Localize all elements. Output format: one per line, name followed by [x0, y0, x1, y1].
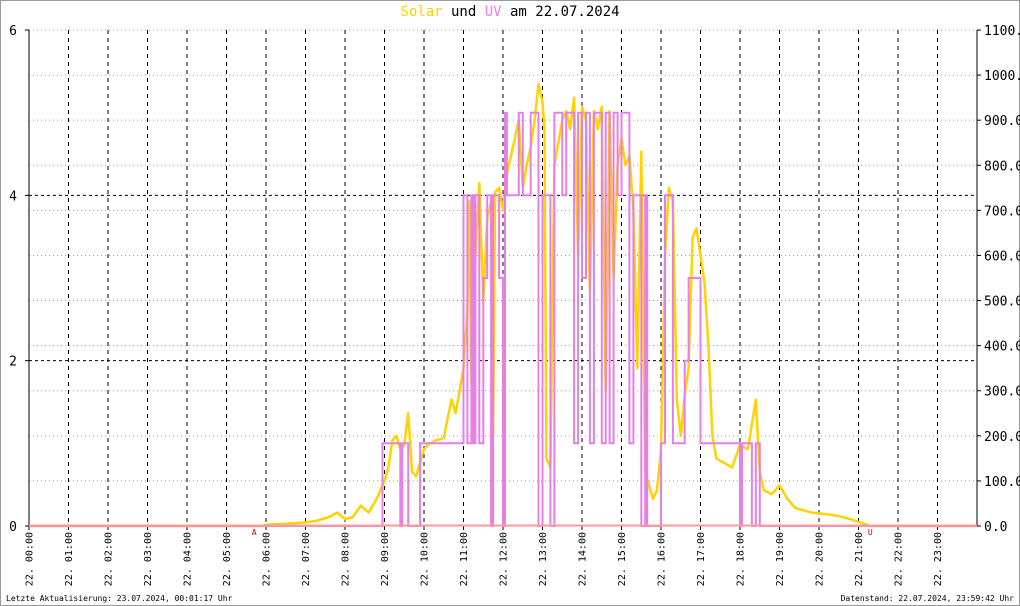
x-tick-label-17: 22. 17:00	[696, 532, 707, 586]
y-right-tick-label-4: 400.0	[984, 340, 1020, 355]
y-right-tick-label-1: 100.0	[984, 475, 1020, 490]
marker-U: U	[868, 528, 873, 537]
y-left-tick-label-2: 4	[9, 189, 17, 204]
x-tick-label-2: 22. 02:00	[104, 532, 115, 586]
y-left-tick-label-1: 2	[9, 355, 17, 370]
x-tick-label-22: 22. 22:00	[894, 532, 905, 586]
x-tick-label-3: 22. 03:00	[143, 532, 154, 586]
x-tick-label-4: 22. 04:00	[183, 532, 194, 586]
footer-data-status: Datenstand: 22.07.2024, 23:59:42 Uhr	[840, 594, 1014, 603]
title-uv: UV	[484, 4, 502, 20]
y-right-tick-label-3: 300.0	[984, 385, 1020, 400]
y-left-tick-label-3: 6	[9, 24, 17, 39]
x-tick-label-9: 22. 09:00	[380, 532, 391, 586]
x-tick-label-13: 22. 13:00	[538, 532, 549, 586]
x-tick-label-0: 22. 00:00	[25, 532, 36, 586]
x-tick-label-20: 22. 20:00	[815, 532, 826, 586]
chart-title: Solar und UV am 22.07.2024	[0, 4, 1020, 20]
y-right-tick-label-8: 800.0	[984, 159, 1020, 174]
y-right-tick-label-0: 0.0	[984, 520, 1007, 535]
title-date: am 22.07.2024	[501, 4, 620, 20]
series-uv-line	[29, 111, 977, 527]
x-tick-label-5: 22. 05:00	[222, 532, 233, 586]
x-tick-label-18: 22. 18:00	[736, 532, 747, 586]
x-tick-label-8: 22. 08:00	[341, 532, 352, 586]
y-right-tick-label-6: 600.0	[984, 249, 1020, 264]
y-right-tick-label-10: 1000.0	[984, 69, 1020, 84]
y-right-tick-label-7: 700.0	[984, 204, 1020, 219]
y-right-tick-label-2: 200.0	[984, 430, 1020, 445]
x-tick-label-19: 22. 19:00	[775, 532, 786, 586]
y-left-tick-label-0: 0	[9, 520, 17, 535]
x-tick-label-21: 22. 21:00	[854, 532, 865, 586]
x-tick-label-15: 22. 15:00	[617, 532, 628, 586]
x-tick-label-10: 22. 10:00	[420, 532, 431, 586]
x-tick-label-6: 22. 06:00	[262, 532, 273, 586]
y-right-tick-label-11: 1100.0	[984, 24, 1020, 39]
y-right-tick-label-5: 500.0	[984, 295, 1020, 310]
x-tick-label-16: 22. 16:00	[657, 532, 668, 586]
title-solar: Solar	[400, 4, 443, 20]
title-und: und	[442, 4, 485, 20]
y-right-tick-label-9: 900.0	[984, 114, 1020, 129]
x-tick-label-11: 22. 11:00	[459, 532, 470, 586]
x-tick-label-7: 22. 07:00	[301, 532, 312, 586]
x-tick-label-1: 22. 01:00	[64, 532, 75, 586]
marker-A: A	[252, 528, 257, 537]
x-tick-label-23: 22. 23:00	[933, 532, 944, 586]
x-tick-label-14: 22. 14:00	[578, 532, 589, 586]
x-tick-label-12: 22. 12:00	[499, 532, 510, 586]
footer-last-update: Letzte Aktualisierung: 23.07.2024, 00:01…	[6, 594, 233, 603]
